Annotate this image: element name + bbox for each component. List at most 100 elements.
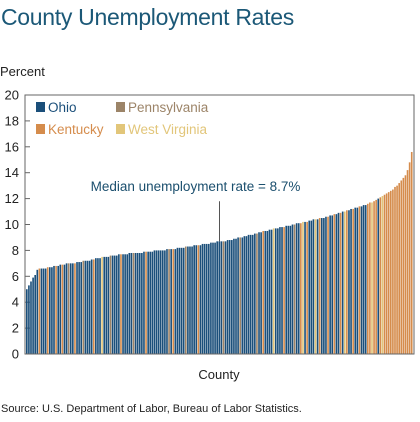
bar-ohio [69, 263, 72, 354]
legend: Ohio Pennsylvania Kentucky West Virginia [36, 100, 209, 137]
bar-pennsylvania [168, 249, 170, 354]
bar-kentucky [306, 221, 308, 354]
bar-ohio [243, 236, 246, 354]
bar-kentucky [358, 206, 361, 354]
bar-ohio [155, 250, 158, 354]
bar-ohio [178, 247, 181, 354]
bar-ohio [354, 207, 357, 354]
bar-ohio [258, 232, 260, 354]
bar-kentucky [402, 177, 405, 354]
median-label: Median unemployment rate = 8.7% [91, 179, 301, 194]
bar-ohio [128, 252, 131, 354]
bar-ohio [51, 267, 53, 354]
bar-ohio [40, 268, 43, 354]
bars [26, 151, 413, 355]
bar-kentucky [92, 259, 95, 354]
bar-ohio [59, 264, 62, 354]
bar-kentucky [61, 264, 64, 354]
bar-ohio [42, 268, 45, 354]
bar-ohio [166, 249, 168, 354]
bar-west-virginia [302, 221, 304, 354]
bar-ohio [157, 250, 160, 354]
y-tick-label: 2 [12, 321, 19, 336]
bar-ohio [214, 242, 216, 354]
bar-kentucky [408, 162, 411, 354]
bar-ohio [377, 198, 380, 354]
bar-ohio [97, 258, 99, 354]
bar-ohio [151, 251, 154, 354]
bar-ohio [316, 219, 319, 354]
legend-label-pennsylvania: Pennsylvania [128, 100, 209, 115]
bar-ohio [233, 238, 235, 354]
bar-ohio [310, 220, 313, 354]
bar-ohio [264, 230, 267, 354]
bar-ohio [304, 221, 306, 354]
y-tick-label: 12 [5, 191, 19, 206]
bar-kentucky [172, 249, 175, 354]
y-tick-label: 8 [12, 243, 19, 258]
bar-ohio [99, 258, 101, 354]
bar-ohio [107, 256, 110, 355]
bar-ohio [153, 250, 156, 354]
legend-swatch-west-virginia [116, 124, 125, 134]
bar-ohio [138, 252, 141, 354]
bar-ohio [212, 242, 214, 354]
bar-ohio [161, 250, 164, 354]
bar-ohio [34, 275, 36, 354]
bar-ohio [335, 214, 338, 354]
bar-ohio [207, 243, 210, 354]
bar-ohio [268, 229, 271, 354]
bar-kentucky [38, 268, 41, 354]
bar-ohio [325, 216, 327, 354]
bar-pennsylvania [239, 237, 241, 354]
bar-ohio [364, 205, 367, 354]
bar-kentucky [352, 208, 354, 354]
bar-ohio [201, 243, 204, 354]
bar-kentucky [333, 214, 336, 354]
bar-ohio [291, 224, 294, 354]
bar-ohio [331, 215, 334, 354]
bar-kentucky [394, 186, 396, 354]
bar-kentucky [373, 201, 375, 354]
bar-ohio [78, 262, 80, 354]
bar-ohio [30, 281, 32, 354]
bar-ohio [320, 218, 323, 354]
bar-ohio [237, 237, 239, 354]
bar-ohio [270, 229, 273, 354]
bar-kentucky [406, 170, 409, 354]
bar-ohio [90, 259, 93, 354]
bar-kentucky [398, 183, 400, 354]
bar-ohio [111, 255, 114, 354]
bar-kentucky [383, 194, 386, 354]
bar-ohio [26, 289, 28, 354]
bar-kentucky [339, 212, 342, 354]
bar-ohio [143, 251, 145, 354]
bar-ohio [65, 263, 68, 354]
bar-ohio [36, 269, 39, 354]
bar-ohio [297, 223, 300, 354]
bar-ohio [182, 247, 185, 354]
bar-pennsylvania [132, 252, 135, 354]
bar-kentucky [55, 265, 57, 354]
bar-kentucky [120, 254, 122, 354]
legend-swatch-ohio [36, 102, 45, 112]
y-tick-label: 18 [5, 113, 19, 128]
bar-ohio [218, 241, 221, 354]
bar-kentucky [379, 197, 382, 354]
bar-ohio [337, 212, 340, 354]
median-annotation: Median unemployment rate = 8.7% [91, 179, 301, 242]
bar-ohio [277, 228, 279, 354]
bar-ohio [216, 241, 218, 354]
bar-ohio [295, 223, 298, 354]
bar-kentucky [74, 263, 76, 354]
bar-ohio [136, 252, 139, 354]
bar-west-virginia [101, 256, 103, 355]
bar-ohio [226, 240, 229, 354]
bar-ohio [88, 260, 91, 354]
bar-kentucky [283, 227, 285, 354]
bar-ohio [362, 205, 365, 354]
y-tick-label: 6 [12, 269, 19, 284]
bar-ohio [308, 220, 311, 354]
bar-ohio [49, 267, 51, 354]
bar-ohio [84, 260, 87, 354]
